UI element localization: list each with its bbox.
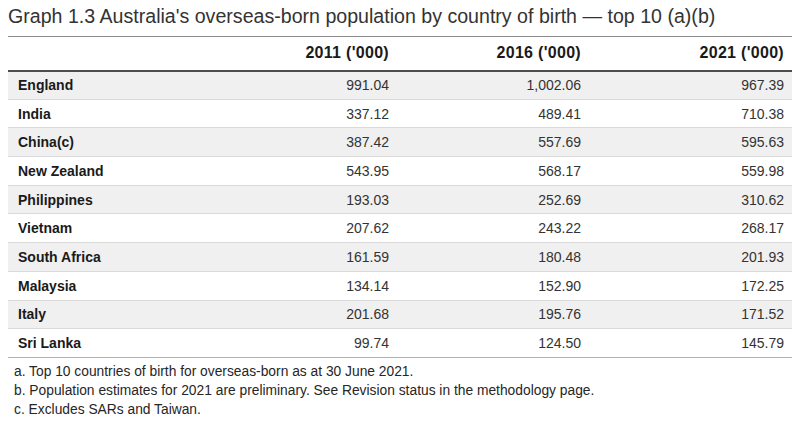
table-header-row: 2011 ('000) 2016 ('000) 2021 ('000): [8, 37, 792, 71]
table-row: New Zealand543.95568.17559.98: [8, 157, 792, 186]
table-row: England991.041,002.06967.39: [8, 71, 792, 100]
footnote: c. Excludes SARs and Taiwan.: [14, 400, 792, 419]
country-cell: Italy: [8, 300, 204, 329]
table-row: Italy201.68195.76171.52: [8, 300, 792, 329]
value-cell: 543.95: [204, 157, 397, 186]
table-row: South Africa161.59180.48201.93: [8, 243, 792, 272]
table-row: Sri Lanka99.74124.50145.79: [8, 329, 792, 358]
value-cell: 152.90: [397, 271, 589, 300]
column-header-2011: 2011 ('000): [204, 37, 397, 71]
country-cell: South Africa: [8, 243, 204, 272]
value-cell: 387.42: [204, 128, 397, 157]
value-cell: 207.62: [204, 214, 397, 243]
value-cell: 172.25: [589, 271, 792, 300]
value-cell: 201.93: [589, 243, 792, 272]
value-cell: 134.14: [204, 271, 397, 300]
value-cell: 568.17: [397, 157, 589, 186]
value-cell: 180.48: [397, 243, 589, 272]
country-cell: Sri Lanka: [8, 329, 204, 358]
page: Graph 1.3 Australia's overseas-born popu…: [0, 0, 800, 419]
value-cell: 595.63: [589, 128, 792, 157]
column-header-2016: 2016 ('000): [397, 37, 589, 71]
value-cell: 195.76: [397, 300, 589, 329]
value-cell: 559.98: [589, 157, 792, 186]
value-cell: 124.50: [397, 329, 589, 358]
table-body: England991.041,002.06967.39India337.1248…: [8, 71, 792, 358]
country-cell: China(c): [8, 128, 204, 157]
population-table: 2011 ('000) 2016 ('000) 2021 ('000) Engl…: [8, 36, 792, 358]
value-cell: 1,002.06: [397, 71, 589, 100]
value-cell: 243.22: [397, 214, 589, 243]
value-cell: 171.52: [589, 300, 792, 329]
country-cell: Vietnam: [8, 214, 204, 243]
country-cell: England: [8, 71, 204, 100]
graph-title: Graph 1.3 Australia's overseas-born popu…: [8, 0, 792, 36]
table-row: India337.12489.41710.38: [8, 99, 792, 128]
value-cell: 268.17: [589, 214, 792, 243]
country-cell: New Zealand: [8, 157, 204, 186]
footnote: b. Population estimates for 2021 are pre…: [14, 381, 792, 400]
value-cell: 337.12: [204, 99, 397, 128]
table-row: Malaysia134.14152.90172.25: [8, 271, 792, 300]
value-cell: 310.62: [589, 185, 792, 214]
value-cell: 967.39: [589, 71, 792, 100]
value-cell: 489.41: [397, 99, 589, 128]
column-header-country: [8, 37, 204, 71]
footnote: a. Top 10 countries of birth for oversea…: [14, 362, 792, 381]
table-row: China(c)387.42557.69595.63: [8, 128, 792, 157]
country-cell: Malaysia: [8, 271, 204, 300]
value-cell: 991.04: [204, 71, 397, 100]
value-cell: 161.59: [204, 243, 397, 272]
country-cell: Philippines: [8, 185, 204, 214]
value-cell: 710.38: [589, 99, 792, 128]
value-cell: 252.69: [397, 185, 589, 214]
table-row: Vietnam207.62243.22268.17: [8, 214, 792, 243]
footnotes: a. Top 10 countries of birth for oversea…: [14, 362, 792, 419]
country-cell: India: [8, 99, 204, 128]
column-header-2021: 2021 ('000): [589, 37, 792, 71]
value-cell: 99.74: [204, 329, 397, 358]
value-cell: 193.03: [204, 185, 397, 214]
value-cell: 557.69: [397, 128, 589, 157]
value-cell: 145.79: [589, 329, 792, 358]
table-row: Philippines193.03252.69310.62: [8, 185, 792, 214]
value-cell: 201.68: [204, 300, 397, 329]
